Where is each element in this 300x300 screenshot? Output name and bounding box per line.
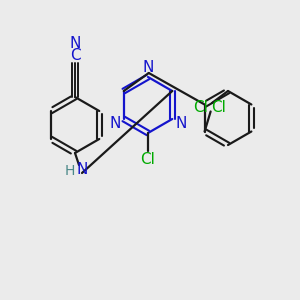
Text: Cl: Cl — [194, 100, 208, 116]
Text: H: H — [65, 164, 75, 178]
Text: Cl: Cl — [211, 100, 226, 115]
Text: N: N — [142, 59, 154, 74]
Text: Cl: Cl — [141, 152, 155, 167]
Text: C: C — [70, 47, 80, 62]
Text: N: N — [69, 37, 81, 52]
Text: N: N — [110, 116, 121, 131]
Text: N: N — [175, 116, 187, 131]
Text: N: N — [76, 161, 88, 176]
